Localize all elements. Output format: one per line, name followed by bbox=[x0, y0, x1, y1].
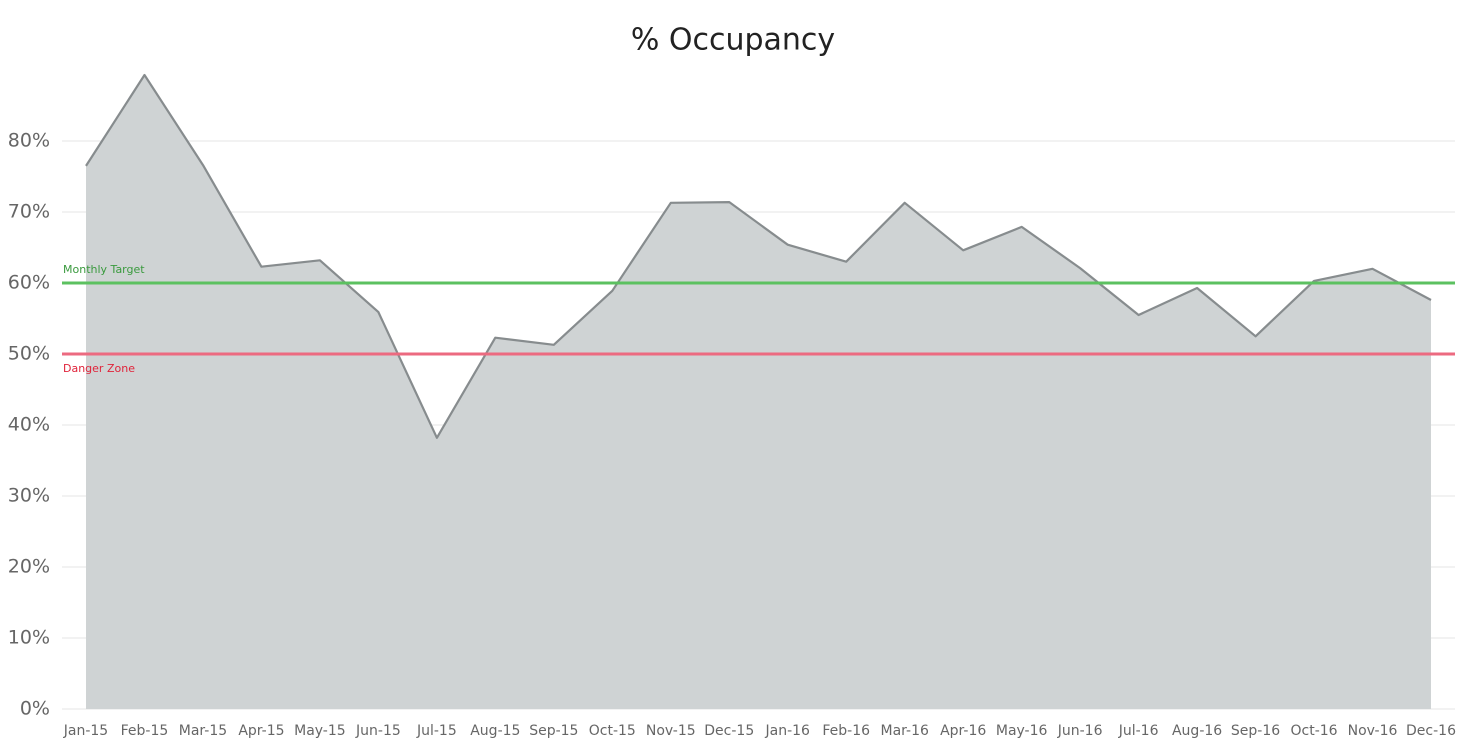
x-tick-label: Apr-15 bbox=[238, 723, 284, 739]
x-tick-label: Jul-15 bbox=[416, 723, 457, 739]
x-tick-label: May-15 bbox=[294, 723, 346, 739]
y-tick-label: 80% bbox=[8, 130, 50, 152]
x-tick-label: Feb-15 bbox=[121, 723, 169, 739]
x-tick-label: May-16 bbox=[996, 723, 1048, 739]
x-tick-label: Oct-15 bbox=[589, 723, 636, 739]
x-tick-label: Mar-16 bbox=[881, 723, 929, 739]
x-tick-label: Aug-16 bbox=[1172, 723, 1222, 739]
area bbox=[86, 75, 1431, 709]
line bbox=[85, 73, 1432, 439]
y-tick-label: 70% bbox=[8, 201, 50, 223]
chart-title: % Occupancy bbox=[631, 23, 835, 58]
reference-label: Danger Zone bbox=[63, 362, 135, 375]
x-tick-label: Jun-15 bbox=[355, 723, 401, 739]
y-tick-label: 60% bbox=[8, 272, 50, 294]
x-tick-label: Jan-15 bbox=[63, 723, 108, 739]
y-tick-label: 50% bbox=[8, 343, 50, 365]
x-tick-label: Nov-16 bbox=[1348, 723, 1398, 739]
x-tick-label: Jul-16 bbox=[1118, 723, 1159, 739]
x-tick-label: Dec-16 bbox=[1406, 723, 1456, 739]
x-tick-label: Aug-15 bbox=[470, 723, 520, 739]
y-tick-label: 30% bbox=[8, 485, 50, 507]
y-tick-label: 40% bbox=[8, 414, 50, 436]
x-tick-label: Feb-16 bbox=[822, 723, 870, 739]
x-tick-label: Oct-16 bbox=[1291, 723, 1338, 739]
y-tick-label: 0% bbox=[20, 698, 50, 720]
x-tick-label: Jan-16 bbox=[765, 723, 811, 739]
x-tick-label: Jun-16 bbox=[1057, 723, 1103, 739]
x-tick-label: Nov-15 bbox=[646, 723, 696, 739]
x-tick-label: Apr-16 bbox=[940, 723, 986, 739]
x-tick-label: Sep-16 bbox=[1231, 723, 1280, 739]
x-tick-label: Sep-15 bbox=[529, 723, 578, 739]
y-tick-label: 20% bbox=[8, 556, 50, 578]
x-tick-label: Dec-15 bbox=[704, 723, 754, 739]
y-tick-label: 10% bbox=[8, 627, 50, 649]
x-tick-label: Mar-15 bbox=[179, 723, 227, 739]
reference-label: Monthly Target bbox=[63, 263, 145, 276]
